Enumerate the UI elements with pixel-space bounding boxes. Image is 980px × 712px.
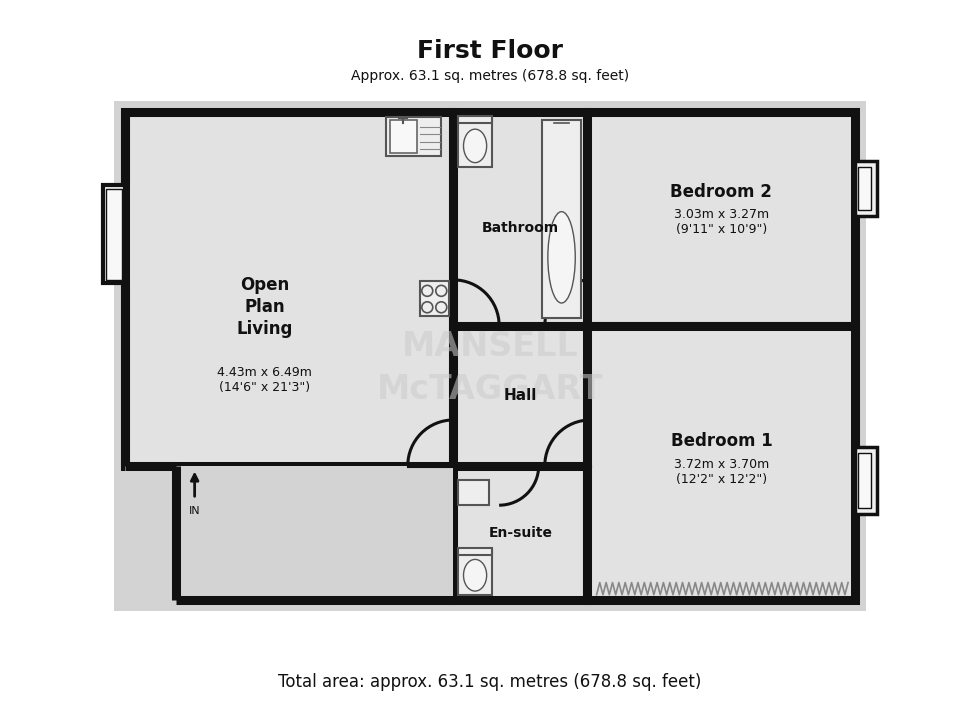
Bar [124, 466, 176, 600]
Bar [420, 281, 449, 316]
Bar [856, 161, 877, 216]
Text: Total area: approx. 63.1 sq. metres (678.8 sq. feet): Total area: approx. 63.1 sq. metres (678… [278, 673, 702, 691]
Bar [459, 116, 492, 123]
Text: Open
Plan
Living: Open Plan Living [236, 276, 293, 338]
Text: Bedroom 2: Bedroom 2 [670, 182, 772, 201]
Text: 4.43m x 6.49m
(14'6" x 21'3"): 4.43m x 6.49m (14'6" x 21'3") [218, 367, 312, 394]
Ellipse shape [464, 129, 487, 162]
Bar [124, 112, 454, 466]
Bar [459, 480, 489, 506]
Text: 3.72m x 3.70m
(12'2" x 12'2"): 3.72m x 3.70m (12'2" x 12'2") [674, 458, 769, 486]
Bar [176, 466, 454, 600]
Bar [542, 120, 581, 318]
Bar [106, 189, 122, 280]
Text: First Floor: First Floor [417, 39, 563, 63]
Bar [459, 549, 492, 595]
Text: Bathroom: Bathroom [482, 221, 559, 235]
Text: Bedroom 1: Bedroom 1 [670, 432, 772, 450]
Text: IN: IN [189, 506, 201, 516]
Bar [856, 447, 877, 514]
Bar [454, 112, 587, 325]
Ellipse shape [548, 211, 575, 303]
Text: 3.03m x 3.27m
(9'11" x 10'9"): 3.03m x 3.27m (9'11" x 10'9") [674, 208, 769, 236]
Bar [454, 325, 856, 466]
Bar [103, 186, 124, 283]
Bar [389, 120, 416, 153]
Bar [386, 117, 441, 156]
Bar [858, 454, 871, 508]
Bar [587, 112, 856, 325]
Bar [459, 117, 492, 167]
Ellipse shape [464, 560, 487, 591]
Text: Hall: Hall [504, 388, 537, 403]
Text: En-suite: En-suite [488, 525, 553, 540]
Bar [454, 466, 587, 600]
Text: Approx. 63.1 sq. metres (678.8 sq. feet): Approx. 63.1 sq. metres (678.8 sq. feet) [351, 69, 629, 83]
Bar [587, 325, 856, 600]
Polygon shape [114, 101, 866, 611]
Bar [459, 548, 492, 555]
Bar [858, 167, 871, 210]
Text: MANSELL
McTAGGART: MANSELL McTAGGART [377, 330, 603, 407]
